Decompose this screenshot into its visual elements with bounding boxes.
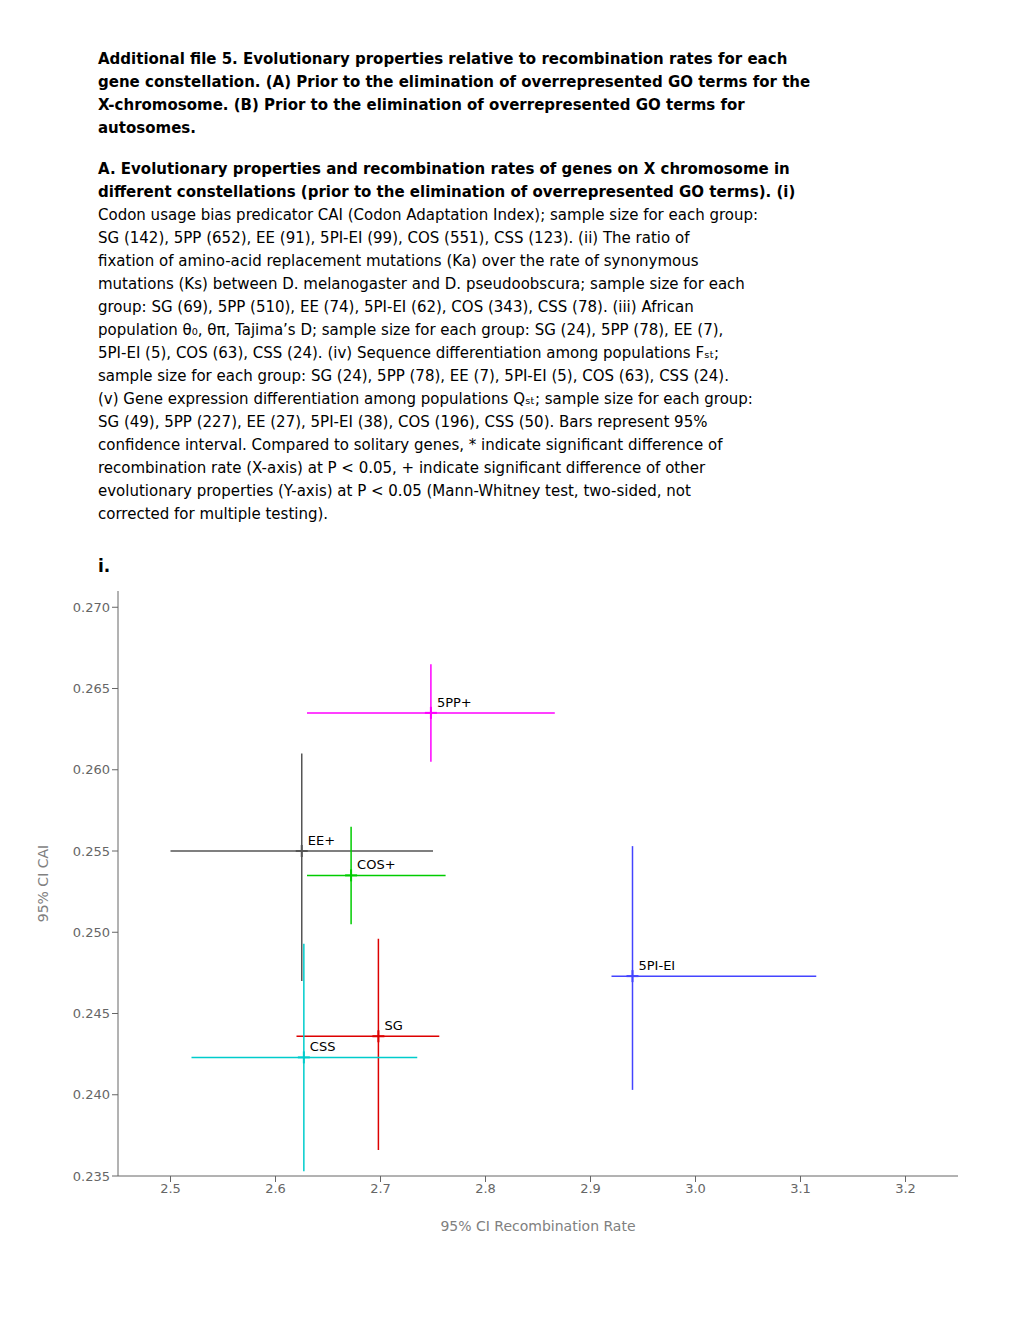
html-text:corrected for multiple testing: corrected for multiple testing). <box>98 505 329 523</box>
html-text:SG (49), 5PP (227), EE (27), 5: SG (49), 5PP (227), EE (27), 5PI-EI (38)… <box>98 413 708 431</box>
svg-text:0.255: 0.255 <box>73 844 110 859</box>
svg-text:0.240: 0.240 <box>73 1087 110 1102</box>
html-text:fixation of amino-acid replace: fixation of amino-acid replacement mutat… <box>98 252 699 270</box>
svg-text:3.0: 3.0 <box>685 1181 706 1196</box>
svg-text:3.2: 3.2 <box>895 1181 916 1196</box>
html-text:group: SG (69), 5PP (510), EE: group: SG (69), 5PP (510), EE (74), 5PI-… <box>98 298 694 316</box>
svg-text:2.9: 2.9 <box>580 1181 601 1196</box>
svg-text:0.265: 0.265 <box>73 681 110 696</box>
html-text:population θ₀, θπ, Tajima’s D;: population θ₀, θπ, Tajima’s D; sample si… <box>98 321 724 339</box>
html-text:A. Evolutionary properties and: A. Evolutionary properties and recombina… <box>98 160 790 178</box>
html-text:Codon usage bias predicator CA: Codon usage bias predicator CAI (Codon A… <box>98 206 759 224</box>
html-text:recombination rate (X-axis) at: recombination rate (X-axis) at P < 0.05,… <box>98 459 706 477</box>
svg-text:2.7: 2.7 <box>370 1181 391 1196</box>
svg-text:2.5: 2.5 <box>160 1181 181 1196</box>
html-text:5PI-EI (5), COS (63), CSS (24): 5PI-EI (5), COS (63), CSS (24). (iv) Seq… <box>98 344 720 362</box>
html-text:gene constellation. (A) Prior: gene constellation. (A) Prior to the eli… <box>98 73 811 91</box>
html-text:Additional file 5. Evolutionar: Additional file 5. Evolutionary properti… <box>98 50 788 68</box>
svg-text:0.250: 0.250 <box>73 925 110 940</box>
html-text:i.: i. <box>98 556 111 576</box>
svg-text:0.260: 0.260 <box>73 762 110 777</box>
svg-text:5PI-EI: 5PI-EI <box>639 958 676 973</box>
svg-text:2.6: 2.6 <box>265 1181 286 1196</box>
html-text:mutations (Ks) between D. mela: mutations (Ks) between D. melanogaster a… <box>98 275 745 293</box>
html-text:SG (142), 5PP (652), EE (91),: SG (142), 5PP (652), EE (91), 5PI-EI (99… <box>98 229 690 247</box>
svg-text:0.235: 0.235 <box>73 1169 110 1184</box>
svg-text:SG: SG <box>384 1018 402 1033</box>
html-text:sample size for each group: SG: sample size for each group: SG (24), 5PP… <box>98 367 729 385</box>
svg-text:CSS: CSS <box>310 1039 336 1054</box>
svg-text:95% CI CAI: 95% CI CAI <box>35 845 51 922</box>
html-text:different constellations (prio: different constellations (prior to the e… <box>98 183 796 201</box>
svg-text:COS+: COS+ <box>357 857 395 872</box>
svg-text:95% CI Recombination Rate: 95% CI Recombination Rate <box>440 1218 635 1234</box>
html-text:confidence interval. Compared: confidence interval. Compared to solitar… <box>98 436 723 454</box>
html-text:autosomes.: autosomes. <box>98 119 196 137</box>
svg-text:0.245: 0.245 <box>73 1006 110 1021</box>
svg-text:3.1: 3.1 <box>790 1181 811 1196</box>
html-text:(v) Gene expression differenti: (v) Gene expression differentiation amon… <box>98 390 753 408</box>
svg-text:EE+: EE+ <box>308 833 335 848</box>
html-text:evolutionary properties (Y-axi: evolutionary properties (Y-axis) at P < … <box>98 482 691 500</box>
svg-text:2.8: 2.8 <box>475 1181 496 1196</box>
svg-text:5PP+: 5PP+ <box>437 695 472 710</box>
html-text:X-chromosome. (B) Prior to the: X-chromosome. (B) Prior to the eliminati… <box>98 96 745 114</box>
svg-text:0.270: 0.270 <box>73 600 110 615</box>
